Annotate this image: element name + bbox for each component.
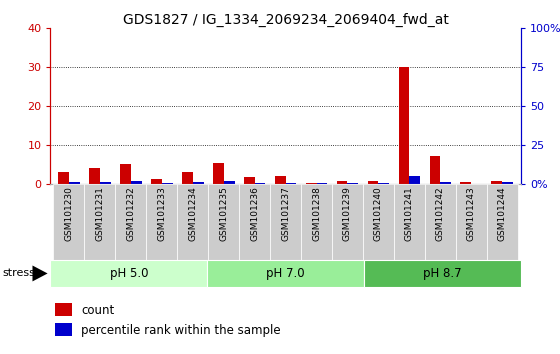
Bar xyxy=(207,260,364,287)
Bar xyxy=(306,183,316,184)
Bar xyxy=(491,181,502,184)
Bar xyxy=(425,184,456,260)
Bar xyxy=(379,183,389,184)
Title: GDS1827 / IG_1334_2069234_2069404_fwd_at: GDS1827 / IG_1334_2069234_2069404_fwd_at xyxy=(123,13,449,27)
Bar xyxy=(394,184,425,260)
Bar xyxy=(460,182,472,184)
Bar xyxy=(100,182,111,184)
Bar xyxy=(223,181,235,184)
Bar xyxy=(85,184,115,260)
Bar xyxy=(487,184,517,260)
Bar xyxy=(115,184,146,260)
Text: percentile rank within the sample: percentile rank within the sample xyxy=(81,324,281,337)
Text: pH 7.0: pH 7.0 xyxy=(267,267,305,280)
Bar xyxy=(182,172,193,184)
Bar xyxy=(146,184,178,260)
Text: GSM101243: GSM101243 xyxy=(467,186,476,241)
Bar xyxy=(367,181,379,184)
Text: pH 8.7: pH 8.7 xyxy=(423,267,461,280)
Text: count: count xyxy=(81,304,114,317)
Bar xyxy=(213,163,223,184)
Bar xyxy=(178,184,208,260)
Text: GSM101240: GSM101240 xyxy=(374,186,383,241)
Bar xyxy=(151,179,162,184)
Bar xyxy=(363,184,394,260)
Text: GSM101230: GSM101230 xyxy=(64,186,73,241)
Text: stress: stress xyxy=(3,268,36,279)
Bar xyxy=(502,182,513,184)
Text: GSM101234: GSM101234 xyxy=(188,186,197,241)
Bar xyxy=(430,156,440,184)
Text: GSM101236: GSM101236 xyxy=(250,186,259,241)
Bar xyxy=(316,183,328,184)
Text: GSM101233: GSM101233 xyxy=(157,186,166,241)
Text: GSM101237: GSM101237 xyxy=(281,186,290,241)
Text: GSM101244: GSM101244 xyxy=(498,186,507,241)
Bar xyxy=(440,182,451,184)
Text: GSM101235: GSM101235 xyxy=(219,186,228,241)
Bar xyxy=(399,67,409,184)
Text: GSM101238: GSM101238 xyxy=(312,186,321,241)
Bar xyxy=(58,172,69,184)
Bar xyxy=(456,184,487,260)
Text: GSM101232: GSM101232 xyxy=(127,186,136,241)
Bar xyxy=(193,182,204,184)
Bar xyxy=(275,176,286,184)
Bar xyxy=(89,168,100,184)
Bar xyxy=(50,260,207,287)
Text: GSM101242: GSM101242 xyxy=(436,186,445,241)
Bar xyxy=(270,184,301,260)
Bar xyxy=(55,303,72,316)
Bar xyxy=(120,164,131,184)
Bar xyxy=(239,184,270,260)
Bar xyxy=(301,184,332,260)
Bar xyxy=(255,183,265,184)
Bar xyxy=(332,184,363,260)
Text: GSM101241: GSM101241 xyxy=(405,186,414,241)
Bar xyxy=(55,323,72,336)
Bar xyxy=(409,176,420,184)
Bar xyxy=(208,184,239,260)
Bar xyxy=(348,183,358,184)
Bar xyxy=(244,177,255,184)
Bar xyxy=(337,181,348,184)
Bar xyxy=(69,182,80,184)
Bar xyxy=(364,260,521,287)
Bar xyxy=(131,181,142,184)
Bar xyxy=(162,183,172,184)
Text: GSM101239: GSM101239 xyxy=(343,186,352,241)
Text: GSM101231: GSM101231 xyxy=(95,186,104,241)
Text: pH 5.0: pH 5.0 xyxy=(110,267,148,280)
Bar xyxy=(54,184,85,260)
Bar xyxy=(286,183,296,184)
